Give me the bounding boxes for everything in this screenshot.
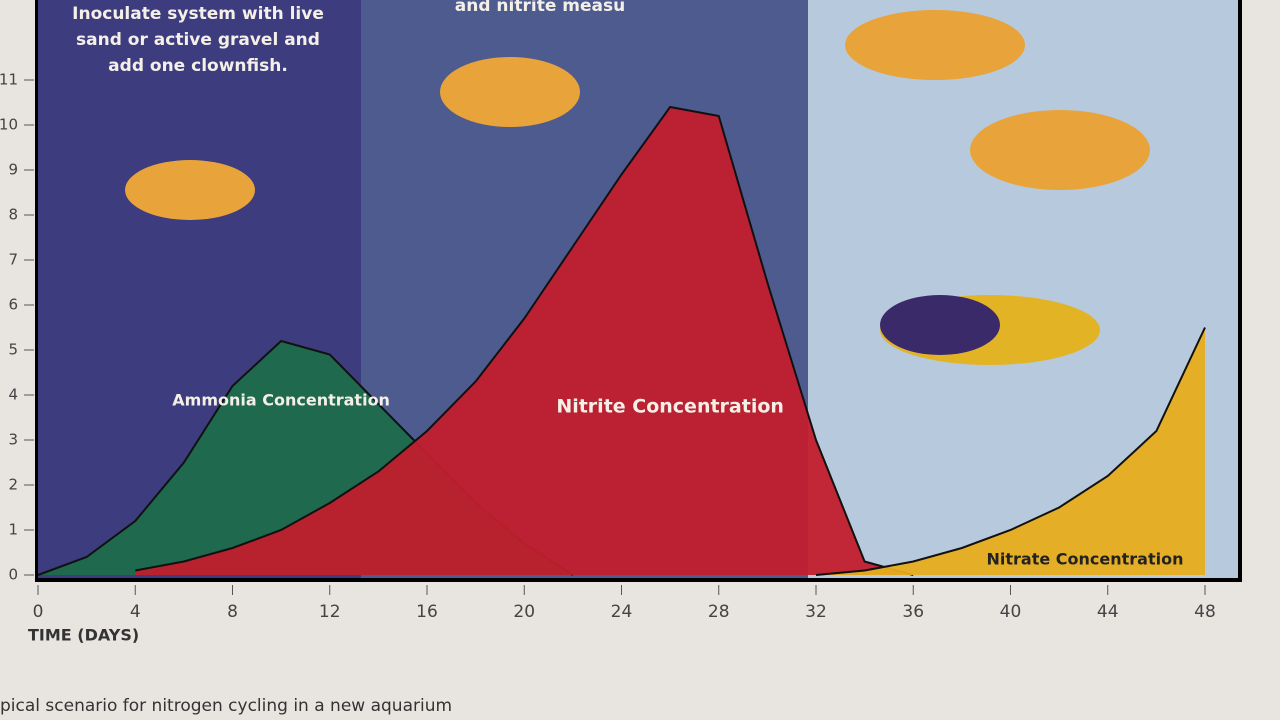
x-tick-label: 28 [708, 602, 730, 622]
y-tick-label: 6 [8, 296, 18, 314]
fish [125, 10, 1150, 365]
x-tick-label: 0 [33, 602, 44, 622]
annotation: Inoculate system with live [72, 4, 324, 24]
y-tick-label: 1 [8, 521, 18, 539]
area-fill [816, 327, 1205, 575]
y-tick-label: 0 [8, 566, 18, 584]
annotation: add one clownfish. [108, 56, 288, 76]
x-axis-label: TIME (DAYS) [28, 626, 139, 645]
y-tick-label: 2 [8, 476, 18, 494]
y-tick-label: 8 [8, 206, 18, 224]
caption: pical scenario for nitrogen cycling in a… [0, 696, 452, 716]
y-tick-label: 5 [8, 341, 18, 359]
x-tick-label: 48 [1194, 602, 1216, 622]
x-tick-label: 32 [805, 602, 827, 622]
x-tick-label: 4 [130, 602, 141, 622]
x-tick-label: 12 [319, 602, 341, 622]
x-tick-label: 24 [611, 602, 633, 622]
plot: Ammonia Concentration Nitrite Concentrati… [37, 105, 1206, 576]
y-tick-label: 7 [8, 251, 18, 269]
area-fill [135, 107, 914, 575]
x-tick-label: 20 [513, 602, 535, 622]
y-tick-label: 9 [8, 161, 18, 179]
y-tick-label: 10 [0, 116, 18, 134]
series-line [135, 105, 914, 576]
y-tick-label: 4 [8, 386, 18, 404]
x-tick-label: 16 [416, 602, 438, 622]
series-label: Ammonia Concentration [172, 391, 390, 410]
x-tick-label: 36 [902, 602, 924, 622]
y-tick-label: 3 [8, 431, 18, 449]
annotation: and nitrite measu [455, 0, 625, 16]
series-label: Nitrite Concentration [556, 396, 784, 418]
x-tick-label: 40 [1000, 602, 1022, 622]
series-line [815, 327, 1206, 576]
x-tick-label: 44 [1097, 602, 1119, 622]
series-label: Nitrate Concentration [987, 550, 1184, 569]
x-tick-label: 8 [227, 602, 238, 622]
annotation: sand or active gravel and [76, 30, 320, 50]
y-tick-label: 11 [0, 71, 18, 89]
